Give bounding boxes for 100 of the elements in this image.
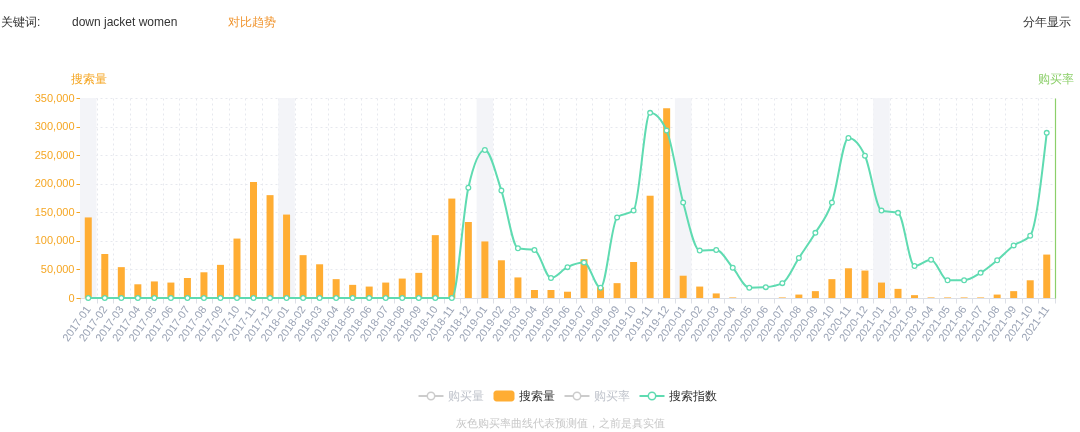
point (795, 255, 802, 261)
point (151, 295, 158, 301)
point (200, 295, 207, 301)
bar (101, 254, 109, 298)
bar (712, 293, 720, 298)
legend-label: 购买率 (593, 389, 630, 403)
point (713, 247, 720, 253)
point (845, 135, 852, 141)
bar (481, 241, 489, 298)
bar (613, 283, 621, 298)
bar (497, 260, 505, 298)
point (300, 295, 307, 301)
y-tick-label: 350,000 (34, 91, 75, 104)
point (647, 109, 654, 116)
point (415, 295, 422, 301)
y-tick-label: 50,000 (40, 262, 75, 275)
bar (894, 288, 902, 298)
point (250, 295, 257, 301)
point (184, 295, 191, 301)
bar (448, 198, 456, 298)
y-tick-label: 100,000 (34, 234, 75, 247)
legend-label: 搜索指数 (668, 389, 717, 403)
point (1010, 242, 1017, 249)
point (366, 295, 373, 301)
bar (299, 255, 307, 298)
y-tick-label: 200,000 (34, 177, 75, 190)
bar (84, 217, 92, 298)
point (861, 152, 868, 159)
point (762, 284, 769, 291)
bar (266, 195, 274, 298)
y-tick-label: 300,000 (34, 120, 75, 133)
bar (316, 264, 324, 298)
point (217, 295, 224, 301)
bar (646, 195, 654, 298)
point (333, 295, 340, 301)
point (1043, 129, 1050, 136)
point (961, 277, 968, 284)
point (399, 295, 406, 301)
point (977, 269, 984, 276)
point (564, 264, 571, 271)
text: 关键词: (1, 15, 41, 29)
point (597, 284, 604, 291)
bar (514, 277, 522, 298)
y-tick-label: 250,000 (34, 148, 75, 161)
point (167, 295, 174, 301)
point (316, 295, 323, 301)
point (680, 199, 687, 206)
point (696, 247, 703, 254)
y-tick-label: 150,000 (34, 205, 75, 218)
point (382, 295, 389, 301)
bar (679, 275, 687, 298)
point (911, 263, 918, 269)
bar (1010, 291, 1018, 298)
bar (811, 291, 819, 298)
point (432, 295, 439, 301)
bar (530, 290, 538, 298)
point (581, 259, 588, 266)
point (812, 229, 819, 236)
bar (283, 214, 291, 298)
point (267, 295, 274, 301)
point (465, 184, 472, 191)
point (746, 284, 753, 291)
point (547, 275, 554, 281)
text: 分年显示 (1023, 15, 1071, 29)
bar (200, 272, 208, 298)
bar (861, 270, 869, 298)
bar (696, 286, 704, 298)
y2-axis-title: 购买率 (1037, 71, 1074, 86)
bar (1026, 280, 1034, 298)
point (498, 187, 505, 194)
point (895, 209, 901, 216)
bar (431, 235, 439, 298)
bar (828, 279, 836, 298)
point (101, 295, 108, 301)
point (481, 147, 488, 153)
point (349, 295, 356, 301)
point (283, 295, 290, 301)
bar (233, 238, 241, 298)
point (531, 247, 538, 253)
point (630, 207, 637, 214)
point (118, 295, 125, 301)
point (614, 214, 621, 221)
y-tick-label: 0 (68, 291, 75, 304)
point (234, 295, 240, 301)
point (448, 295, 455, 301)
bar (630, 262, 638, 298)
bar (564, 291, 571, 298)
text: down jacket women (72, 15, 178, 29)
bar (844, 268, 852, 298)
bar (663, 108, 671, 298)
bar (877, 282, 885, 298)
point (878, 207, 885, 214)
point (1027, 232, 1034, 239)
bar (415, 272, 423, 298)
bar (1043, 254, 1051, 298)
text: 对比趋势 (228, 15, 276, 29)
point (663, 127, 670, 134)
bar (216, 264, 224, 298)
point (994, 257, 1001, 264)
bar (117, 267, 125, 298)
